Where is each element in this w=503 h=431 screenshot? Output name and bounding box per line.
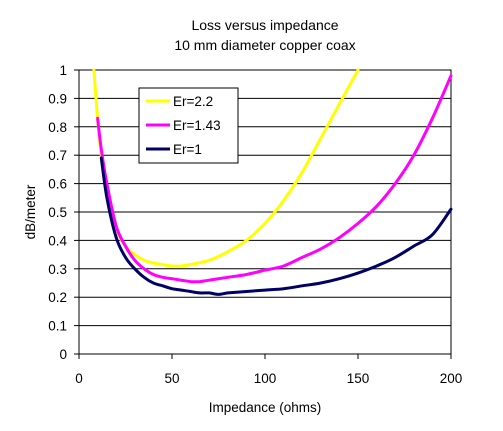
y-tick-label-9: 0.9 xyxy=(48,91,67,106)
chart-subtitle: 10 mm diameter copper coax xyxy=(174,37,355,53)
series-layer xyxy=(92,68,453,296)
legend: Er=2.2 Er=1.43 Er=1 xyxy=(138,87,239,164)
x-axis-ticks: 0 50 100 150 200 xyxy=(75,354,462,386)
x-tick-label-0: 0 xyxy=(75,371,83,386)
y-tick-label-8: 0.8 xyxy=(48,120,67,135)
y-tick-label-3: 0.3 xyxy=(48,262,67,277)
y-tick-label-10: 1 xyxy=(59,63,67,78)
y-axis-ticks: 0 0.1 0.2 0.3 0.4 0.5 0.6 0.7 0.8 0.9 1 xyxy=(48,63,79,362)
legend-label-2: Er=1 xyxy=(173,142,202,157)
y-tick-label-7: 0.7 xyxy=(48,148,67,163)
x-tick-label-3: 150 xyxy=(347,371,370,386)
grid-lines xyxy=(79,69,451,355)
y-tick-label-5: 0.5 xyxy=(48,205,67,220)
x-tick-label-4: 200 xyxy=(440,371,463,386)
y-tick-label-6: 0.6 xyxy=(48,177,67,192)
legend-label-0: Er=2.2 xyxy=(173,94,213,109)
series-line-2 xyxy=(99,156,453,296)
y-tick-label-4: 0.4 xyxy=(48,233,67,248)
x-axis-label: Impedance (ohms) xyxy=(209,400,322,415)
series-line-1 xyxy=(96,74,453,284)
y-tick-label-0: 0 xyxy=(59,347,67,362)
chart-title: Loss versus impedance xyxy=(191,17,338,33)
legend-label-1: Er=1.43 xyxy=(173,118,221,133)
x-tick-label-2: 100 xyxy=(254,371,277,386)
y-tick-label-1: 0.1 xyxy=(48,319,67,334)
y-axis-label: dB/meter xyxy=(23,184,38,239)
x-tick-label-1: 50 xyxy=(164,371,179,386)
y-tick-label-2: 0.2 xyxy=(48,290,67,305)
